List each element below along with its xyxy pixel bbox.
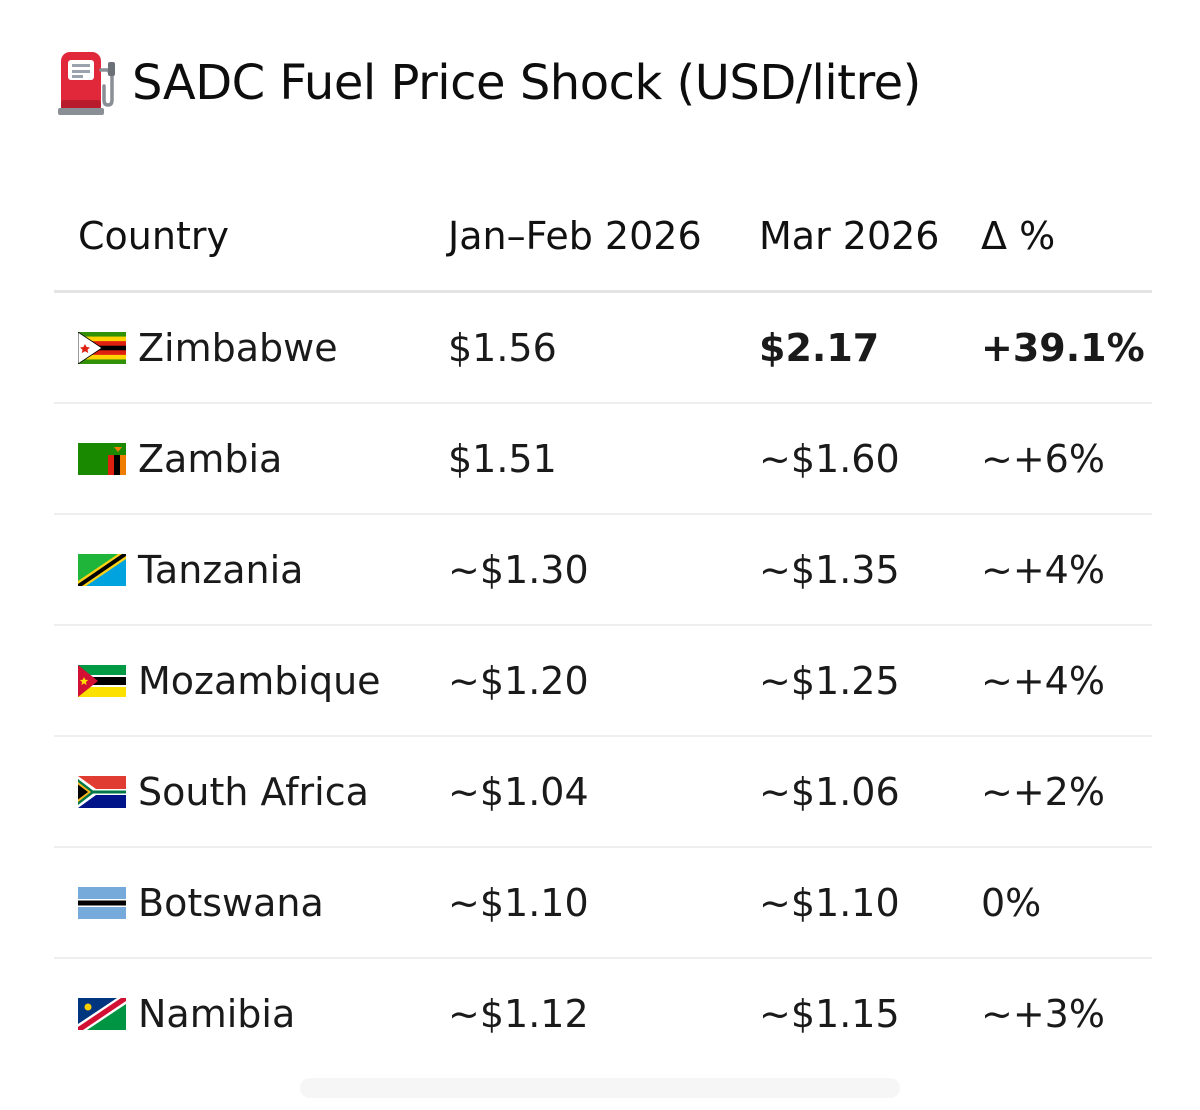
bottom-edge-fade [300, 1078, 900, 1098]
table-row: Zambia $1.51 ~$1.60 ~+6% [54, 403, 1152, 515]
table-row: Namibia ~$1.12 ~$1.15 ~+3% [54, 958, 1152, 1068]
header-jan-feb-2026: Jan–Feb 2026 [448, 182, 759, 293]
country-cell: South Africa [78, 770, 448, 814]
botswana-flag-icon [78, 886, 126, 919]
country-cell: Botswana [78, 881, 448, 925]
jan-feb-price: ~$1.20 [448, 625, 759, 737]
fuel-pump-icon [58, 52, 115, 115]
header-delta-percent: Δ % [981, 182, 1152, 293]
country-name: Zambia [138, 436, 283, 481]
delta-percent: ~+3% [981, 991, 1105, 1036]
country-name: Tanzania [138, 547, 304, 592]
delta-percent: ~+4% [981, 625, 1152, 737]
zambia-flag-icon [78, 442, 126, 475]
mar-price: ~$1.06 [759, 736, 981, 848]
country-name: Mozambique [138, 658, 381, 703]
tanzania-flag-icon [78, 553, 126, 586]
header-country: Country [54, 182, 448, 293]
table-header-row: Country Jan–Feb 2026 Mar 2026 Δ % [54, 182, 1152, 293]
header-mar-2026: Mar 2026 [759, 182, 981, 293]
jan-feb-price: $1.51 [448, 403, 759, 515]
fuel-price-table: Country Jan–Feb 2026 Mar 2026 Δ % Z [54, 182, 1152, 1068]
title-text: SADC Fuel Price Shock (USD/litre) [132, 55, 921, 111]
jan-feb-price: ~$1.30 [448, 514, 759, 626]
country-cell: Tanzania [78, 548, 448, 592]
zimbabwe-flag-icon [78, 331, 126, 364]
country-cell: Zambia [78, 437, 448, 481]
mar-price: $2.17 [759, 291, 981, 404]
table-row: Mozambique ~$1.20 ~$1.25 ~+4% [54, 625, 1152, 737]
mar-price: ~$1.60 [759, 403, 981, 515]
jan-feb-price: $1.56 [448, 291, 759, 404]
country-cell: Mozambique [78, 659, 448, 703]
jan-feb-price: ~$1.10 [448, 847, 759, 959]
delta-percent: +39.1% [981, 291, 1152, 404]
mar-price: ~$1.15 [759, 991, 900, 1036]
delta-percent: ~+4% [981, 514, 1152, 626]
delta-percent: ~+2% [981, 736, 1152, 848]
page-title: SADC Fuel Price Shock (USD/litre) [58, 48, 921, 118]
namibia-flag-icon [78, 997, 126, 1030]
mar-price: ~$1.25 [759, 625, 981, 737]
country-cell: Zimbabwe [78, 326, 448, 370]
mar-price: ~$1.10 [759, 847, 981, 959]
jan-feb-price: ~$1.12 [448, 991, 589, 1036]
table-row: Botswana ~$1.10 ~$1.10 0% [54, 847, 1152, 959]
south-africa-flag-icon [78, 775, 126, 808]
country-name: Zimbabwe [138, 325, 338, 370]
table-row: South Africa ~$1.04 ~$1.06 ~+2% [54, 736, 1152, 848]
delta-percent: ~+6% [981, 403, 1152, 515]
country-name: South Africa [138, 769, 369, 814]
mar-price: ~$1.35 [759, 514, 981, 626]
country-cell: Namibia [78, 992, 448, 1036]
delta-percent: 0% [981, 847, 1152, 959]
mozambique-flag-icon [78, 664, 126, 697]
jan-feb-price: ~$1.04 [448, 736, 759, 848]
table-row: Tanzania ~$1.30 ~$1.35 ~+4% [54, 514, 1152, 626]
country-name: Namibia [138, 991, 296, 1036]
country-name: Botswana [138, 880, 324, 925]
table-row: Zimbabwe $1.56 $2.17 +39.1% [54, 291, 1152, 404]
